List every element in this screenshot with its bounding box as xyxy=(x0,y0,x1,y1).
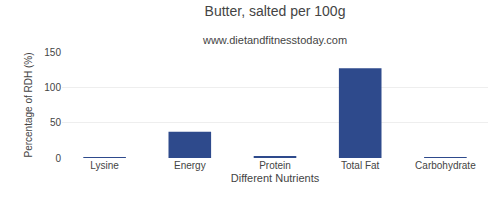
svg-text:50: 50 xyxy=(50,117,62,128)
svg-text:Total Fat: Total Fat xyxy=(341,160,380,171)
svg-text:www.dietandfitnesstoday.com: www.dietandfitnesstoday.com xyxy=(202,34,347,46)
svg-text:Lysine: Lysine xyxy=(90,160,119,171)
svg-text:Energy: Energy xyxy=(174,160,206,171)
svg-text:Percentage of RDH (%): Percentage of RDH (%) xyxy=(23,52,34,157)
svg-text:100: 100 xyxy=(44,82,61,93)
svg-text:Protein: Protein xyxy=(259,160,291,171)
svg-text:Carbohydrate: Carbohydrate xyxy=(415,160,476,171)
svg-text:0: 0 xyxy=(55,153,61,164)
svg-text:Different Nutrients: Different Nutrients xyxy=(231,172,320,184)
svg-text:Butter, salted per 100g: Butter, salted per 100g xyxy=(205,3,346,19)
svg-text:150: 150 xyxy=(44,47,61,58)
